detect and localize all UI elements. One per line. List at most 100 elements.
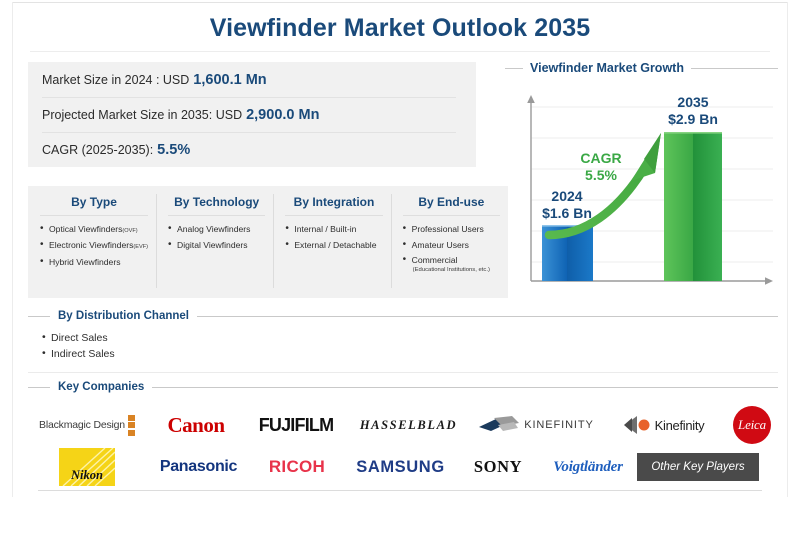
bar-2024-category: 2024 bbox=[551, 188, 582, 204]
nikon-rays-icon bbox=[62, 448, 115, 486]
chart-title-dash-left bbox=[505, 67, 523, 69]
section-dash-right bbox=[196, 315, 778, 317]
stat-value: 5.5% bbox=[157, 141, 191, 158]
logo-label: Kinefinity bbox=[654, 417, 705, 433]
company-logo-row: Blackmagic Design Canon FUJIFILM HASSELB… bbox=[28, 405, 778, 445]
logo-kinefinity-mixedcase: Kinefinity bbox=[601, 414, 726, 436]
segment-item-label: Analog Viewfinders bbox=[177, 224, 251, 234]
logo-label: SAMSUNG bbox=[356, 457, 445, 476]
distribution-channel-section: By Distribution Channel Direct Sales Ind… bbox=[28, 310, 778, 373]
logo-label: KINEFINITY bbox=[524, 419, 594, 431]
segment-item-subtext: (Educational Institutions, etc.) bbox=[412, 266, 490, 273]
logo-label: Leica bbox=[738, 417, 766, 432]
segment-item-label: Professional Users bbox=[411, 224, 484, 234]
list-item: Indirect Sales bbox=[42, 345, 778, 362]
blackmagic-bars-icon bbox=[127, 414, 135, 436]
logo-label: HASSELBLAD bbox=[359, 417, 458, 432]
logo-label: Blackmagic Design bbox=[39, 419, 125, 431]
chart-title-dash-right bbox=[690, 67, 778, 69]
section-dash-left bbox=[28, 386, 50, 388]
logo-sony: SONY bbox=[458, 457, 538, 477]
logo-kinefinity-uppercase: KINEFINITY bbox=[471, 415, 601, 435]
bar-2035 bbox=[664, 132, 722, 281]
section-title: By Distribution Channel bbox=[58, 310, 189, 322]
kinefinity-mark-icon bbox=[479, 416, 520, 431]
section-title: Key Companies bbox=[58, 381, 145, 393]
chart-title: Viewfinder Market Growth bbox=[530, 61, 684, 75]
frame-border-left bbox=[12, 2, 13, 497]
segment-column-by-technology: By Technology Analog Viewfinders Digital… bbox=[156, 186, 273, 298]
logo-label: RICOH bbox=[268, 457, 326, 476]
chart-plot-area: 2024 $1.6 Bn 2035 $2.9 Bn CAGR 5.5% bbox=[505, 85, 778, 297]
logo-nikon: Nikon bbox=[28, 448, 146, 486]
logo-fujifilm: FUJIFILM bbox=[246, 415, 346, 436]
logo-label: Canon bbox=[167, 412, 225, 437]
segment-item-label: Hybrid Viewfinders bbox=[49, 256, 121, 267]
key-companies-section: Key Companies Blackmagic Design Canon FU… bbox=[28, 381, 778, 487]
segment-title: By Integration bbox=[285, 195, 383, 216]
segmentation-panel: By Type Optical Viewfinders(OVF) Electro… bbox=[28, 186, 508, 298]
distribution-divider bbox=[28, 372, 778, 373]
section-dash-left bbox=[28, 315, 50, 317]
logo-blackmagic-design: Blackmagic Design bbox=[28, 414, 146, 436]
segment-item: Internal / Built-in bbox=[285, 222, 382, 236]
segment-item-label: Electronic Viewfinders bbox=[49, 240, 134, 251]
market-stats-panel: Market Size in 2024 : USD 1,600.1 Mn Pro… bbox=[28, 62, 476, 167]
logo-samsung: SAMSUNG bbox=[343, 458, 458, 477]
logo-canon: Canon bbox=[146, 413, 246, 438]
segment-item: Professional Users bbox=[403, 222, 500, 236]
segment-title: By Type bbox=[40, 195, 148, 216]
segment-item-abbr: (EVF) bbox=[133, 244, 148, 251]
segment-item-label: Optical Viewfinders bbox=[49, 224, 123, 234]
stat-value: 1,600.1 Mn bbox=[193, 71, 267, 88]
frame-border-top bbox=[12, 2, 788, 3]
stat-row-projected-size-2035: Projected Market Size in 2035: USD 2,900… bbox=[42, 97, 462, 132]
other-key-players-badge: Other Key Players bbox=[637, 453, 759, 481]
segment-item: Commercial (Educational Institutions, et… bbox=[403, 253, 500, 274]
cagr-annotation-value: 5.5% bbox=[585, 167, 617, 183]
title-divider bbox=[30, 51, 770, 52]
company-logo-grid: Blackmagic Design Canon FUJIFILM HASSELB… bbox=[28, 405, 778, 487]
segment-title: By End-use bbox=[402, 195, 500, 216]
cagr-arrow-icon bbox=[544, 133, 661, 240]
segment-item: Amateur Users bbox=[403, 238, 500, 252]
segment-item: Analog Viewfinders bbox=[168, 222, 265, 236]
segment-item-label: Amateur Users bbox=[411, 239, 469, 250]
segment-item: Optical Viewfinders(OVF) bbox=[40, 222, 148, 236]
stat-row-cagr: CAGR (2025-2035): 5.5% bbox=[42, 132, 462, 167]
market-growth-chart: Viewfinder Market Growth bbox=[505, 57, 778, 299]
company-logo-row: Nikon Panasonic RICOH SAMSUNG SONY Voigt… bbox=[28, 447, 778, 487]
logo-ricoh: RICOH bbox=[251, 457, 343, 477]
stat-label: Projected Market Size in 2035: USD bbox=[42, 107, 243, 122]
segment-column-by-type: By Type Optical Viewfinders(OVF) Electro… bbox=[28, 186, 156, 298]
logo-label: Panasonic bbox=[159, 458, 238, 475]
bar-2035-category: 2035 bbox=[677, 94, 708, 110]
stat-value: 2,900.0 Mn bbox=[246, 106, 320, 123]
distribution-header: By Distribution Channel bbox=[28, 310, 778, 322]
chart-labels: 2024 $1.6 Bn 2035 $2.9 Bn CAGR 5.5% bbox=[542, 94, 718, 221]
bar-2035-value: $2.9 Bn bbox=[668, 111, 718, 127]
segment-title: By Technology bbox=[168, 195, 266, 216]
segment-item: Digital Viewfinders bbox=[168, 238, 265, 252]
chart-header: Viewfinder Market Growth bbox=[505, 57, 778, 75]
bar-2024-value: $1.6 Bn bbox=[542, 205, 592, 221]
segment-item-abbr: (OVF) bbox=[122, 228, 138, 234]
chart-svg: 2024 $1.6 Bn 2035 $2.9 Bn CAGR 5.5% bbox=[527, 94, 773, 285]
page-title: Viewfinder Market Outlook 2035 bbox=[209, 14, 591, 42]
segment-column-by-end-use: By End-use Professional Users Amateur Us… bbox=[390, 186, 508, 298]
segment-item-label: Commercial bbox=[411, 255, 458, 266]
kinefinity-chevron-icon bbox=[623, 416, 650, 434]
logo-label: Nikon bbox=[71, 468, 103, 482]
companies-header: Key Companies bbox=[28, 381, 778, 393]
segment-item-label: Digital Viewfinders bbox=[177, 239, 248, 250]
segment-item: Hybrid Viewfinders bbox=[40, 255, 148, 269]
list-item: Direct Sales bbox=[42, 329, 778, 346]
stat-row-market-size-2024: Market Size in 2024 : USD 1,600.1 Mn bbox=[42, 62, 462, 97]
stat-label: Market Size in 2024 : USD bbox=[42, 72, 190, 87]
segment-item: External / Detachable bbox=[285, 238, 382, 252]
logo-voigtlander: Voigtländer bbox=[538, 459, 638, 476]
segment-column-by-integration: By Integration Internal / Built-in Exter… bbox=[273, 186, 390, 298]
segment-item-label: Internal / Built-in bbox=[294, 224, 357, 234]
logo-leica: Leica bbox=[726, 406, 778, 444]
